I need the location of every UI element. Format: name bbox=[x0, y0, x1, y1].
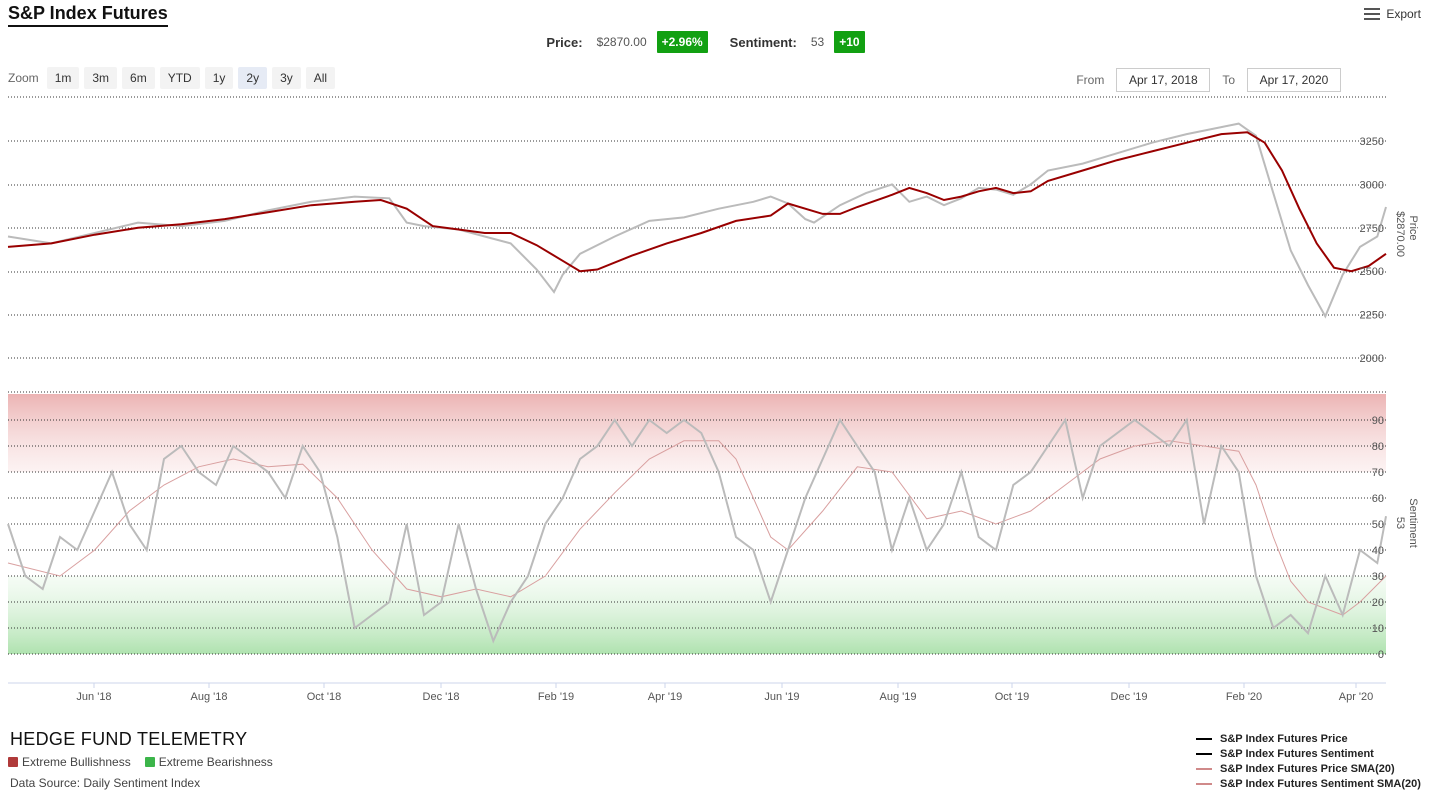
price-series-line bbox=[7, 122, 1387, 319]
zoom-button-6m[interactable]: 6m bbox=[122, 67, 155, 89]
zone-key: Extreme Bullishness Extreme Bearishness bbox=[8, 755, 273, 769]
sentiment-tick-label: 80 bbox=[1372, 441, 1384, 453]
extreme-bearish-zone bbox=[8, 576, 1386, 654]
sentiment-tick-label: 50 bbox=[1372, 519, 1384, 531]
sentiment-tick-label: 20 bbox=[1372, 597, 1384, 609]
sentiment-tick-label: 60 bbox=[1372, 493, 1384, 505]
sentiment-value: 53 bbox=[810, 35, 825, 49]
sentiment-change-badge: +10 bbox=[834, 31, 865, 53]
chart-legend: S&P Index Futures Price S&P Index Future… bbox=[1196, 731, 1421, 791]
legend-item-price-sma[interactable]: S&P Index Futures Price SMA(20) bbox=[1196, 761, 1421, 776]
price-tick-label: 2500 bbox=[1360, 266, 1384, 278]
zoom-button-3m[interactable]: 3m bbox=[84, 67, 118, 89]
date-range: From Apr 17, 2018 To Apr 17, 2020 bbox=[1076, 68, 1353, 92]
page-title: S&P Index Futures bbox=[8, 3, 168, 27]
price-tick-label: 3250 bbox=[1360, 136, 1384, 148]
price-sma-series-line bbox=[7, 131, 1387, 273]
zoom-selector: Zoom 1m 3m 6m YTD 1y 2y 3y All bbox=[8, 67, 340, 89]
x-tick-label: Oct '18 bbox=[307, 691, 342, 703]
bear-label: Extreme Bearishness bbox=[158, 755, 273, 769]
sentiment-label: Sentiment: bbox=[729, 34, 797, 50]
price-value: $2870.00 bbox=[596, 35, 647, 49]
price-axis-label: Price bbox=[1407, 215, 1419, 240]
sentiment-tick-label: 30 bbox=[1372, 571, 1384, 583]
extreme-bullish-zone bbox=[8, 394, 1386, 472]
legend-item-price[interactable]: S&P Index Futures Price bbox=[1196, 731, 1421, 746]
sentiment-series-line bbox=[7, 417, 1387, 644]
x-tick-label: Jun '19 bbox=[764, 691, 799, 703]
x-tick-label: Aug '18 bbox=[191, 691, 228, 703]
price-last-value-label: $2870.00 bbox=[1394, 211, 1406, 257]
price-tick-label: 3000 bbox=[1360, 179, 1384, 191]
legend-label: S&P Index Futures Price bbox=[1220, 732, 1348, 745]
zoom-label: Zoom bbox=[8, 71, 39, 85]
to-label: To bbox=[1222, 73, 1235, 87]
sentiment-last-value-label: 53 bbox=[1394, 517, 1406, 529]
x-tick-label: Oct '19 bbox=[995, 691, 1030, 703]
menu-icon bbox=[1364, 8, 1381, 20]
from-date-input[interactable]: Apr 17, 2018 bbox=[1116, 68, 1211, 92]
x-tick-label: Dec '18 bbox=[423, 691, 460, 703]
sentiment-tick-label: 90 bbox=[1372, 415, 1384, 427]
x-tick-label: Aug '19 bbox=[880, 691, 917, 703]
export-button[interactable]: Export bbox=[1364, 7, 1421, 21]
legend-label: S&P Index Futures Price SMA(20) bbox=[1220, 762, 1395, 775]
zoom-button-3y[interactable]: 3y bbox=[272, 67, 301, 89]
sentiment-tick-label: 0 bbox=[1378, 649, 1384, 661]
sentiment-tick-label: 10 bbox=[1372, 623, 1384, 635]
x-tick-label: Feb '19 bbox=[538, 691, 574, 703]
data-source: Data Source: Daily Sentiment Index bbox=[10, 776, 201, 790]
bear-swatch bbox=[144, 757, 155, 767]
from-label: From bbox=[1076, 73, 1105, 87]
bull-swatch bbox=[8, 757, 18, 767]
price-change-badge: +2.96% bbox=[656, 31, 708, 53]
stats-bar: Price: $2870.00 +2.96% Sentiment: 53 +10 bbox=[0, 31, 1433, 53]
x-tick-label: Apr '20 bbox=[1339, 691, 1374, 703]
zoom-button-2y[interactable]: 2y bbox=[238, 67, 268, 89]
x-tick-label: Jun '18 bbox=[76, 691, 111, 703]
price-tick-label: 2250 bbox=[1360, 310, 1384, 322]
bull-label: Extreme Bullishness bbox=[22, 755, 131, 769]
zoom-button-1y[interactable]: 1y bbox=[204, 67, 234, 89]
to-date-input[interactable]: Apr 17, 2020 bbox=[1247, 68, 1341, 92]
legend-item-sentiment[interactable]: S&P Index Futures Sentiment bbox=[1196, 746, 1421, 761]
x-tick-label: Feb '20 bbox=[1226, 691, 1262, 703]
sentiment-axis-label: Sentiment bbox=[1407, 498, 1419, 548]
sentiment-tick-label: 40 bbox=[1372, 545, 1384, 557]
zoom-button-1m[interactable]: 1m bbox=[46, 67, 80, 89]
zoom-button-all[interactable]: All bbox=[305, 67, 336, 89]
legend-item-sentiment-sma[interactable]: S&P Index Futures Sentiment SMA(20) bbox=[1196, 776, 1421, 791]
export-label: Export bbox=[1386, 7, 1421, 21]
price-tick-label: 2000 bbox=[1360, 353, 1384, 365]
price-tick-label: 2750 bbox=[1360, 223, 1384, 235]
zoom-button-ytd[interactable]: YTD bbox=[159, 67, 200, 89]
price-label: Price: bbox=[546, 34, 583, 50]
sentiment-tick-label: 70 bbox=[1372, 467, 1384, 479]
brand-label: HEDGE FUND TELEMETRY bbox=[10, 729, 248, 749]
x-tick-label: Apr '19 bbox=[648, 691, 683, 703]
sentiment-sma-series-line bbox=[7, 440, 1387, 616]
legend-label: S&P Index Futures Sentiment SMA(20) bbox=[1220, 777, 1421, 790]
legend-label: S&P Index Futures Sentiment bbox=[1220, 747, 1374, 760]
x-tick-label: Dec '19 bbox=[1111, 691, 1148, 703]
